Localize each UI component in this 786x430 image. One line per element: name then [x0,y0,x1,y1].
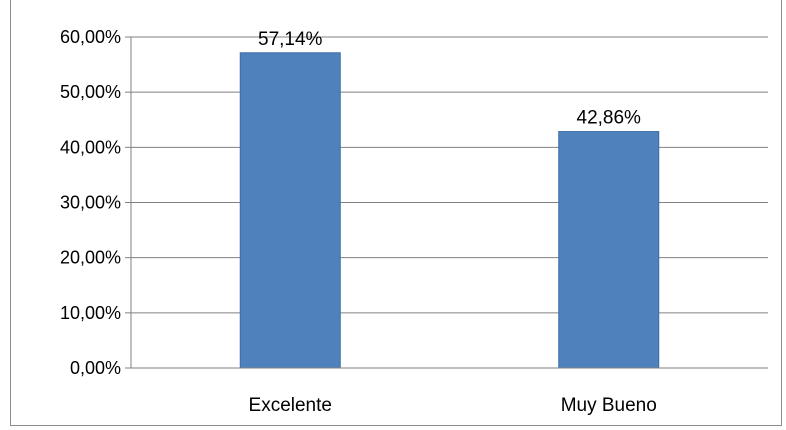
y-tick-label: 20,00% [60,248,121,268]
chart-frame [10,0,782,426]
y-tick-label: 0,00% [70,358,121,378]
y-tick-label: 30,00% [60,193,121,213]
x-axis-category-labels: Excelente Muy Bueno [249,395,657,416]
x-category-label: Excelente [249,395,332,416]
data-labels: 57,14% 42,86% [258,29,641,129]
y-axis-tick-labels: 0,00% 10,00% 20,00% 30,00% 40,00% 50,00% 60,00… [60,27,121,378]
y-tick-label: 60,00% [60,27,121,47]
y-tick-label: 40,00% [60,137,121,157]
bar-muy-bueno [558,131,660,369]
y-tick-label: 50,00% [60,82,121,102]
bar-excelente [239,52,341,369]
x-category-label: Muy Bueno [561,395,657,416]
bars [239,52,660,369]
data-label: 42,86% [577,108,642,129]
y-tick-label: 10,00% [60,303,121,323]
data-label: 57,14% [258,29,323,50]
gridlines [125,36,768,369]
